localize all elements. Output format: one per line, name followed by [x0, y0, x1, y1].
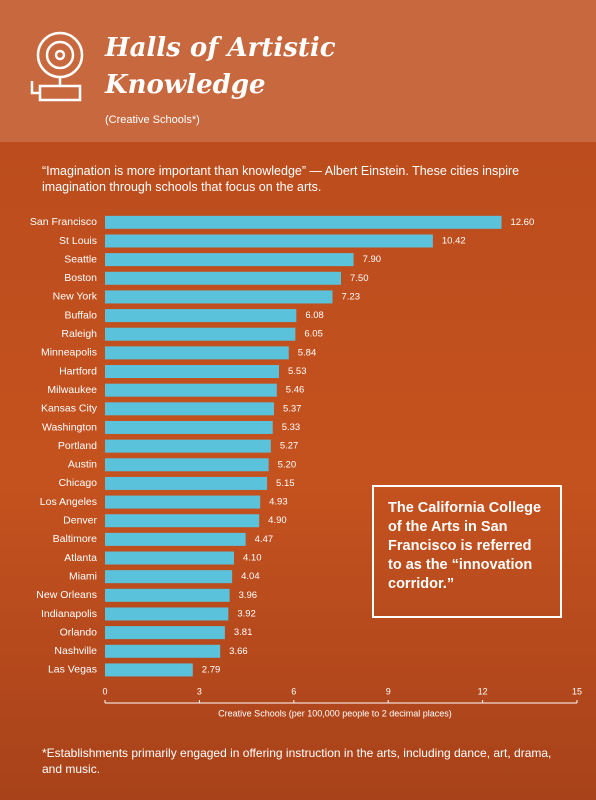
annotation: The California College of the Arts in Sa…	[372, 485, 562, 618]
value-label: 5.33	[282, 422, 301, 433]
y-tick-label: Raleigh	[61, 328, 97, 340]
y-tick-label: Washington	[42, 421, 97, 433]
value-label: 5.27	[280, 441, 299, 452]
y-tick-label: Atlanta	[64, 552, 97, 564]
bar	[105, 290, 333, 304]
value-label: 5.15	[276, 478, 295, 489]
value-label: 5.37	[283, 403, 302, 414]
value-label: 5.46	[286, 385, 305, 396]
y-tick-label: New Orleans	[36, 589, 97, 601]
value-label: 4.10	[243, 553, 262, 564]
y-tick-label: Seattle	[64, 253, 97, 265]
bar	[105, 570, 233, 584]
x-axis-label: Creative Schools (per 100,000 people to …	[218, 708, 452, 718]
bar	[105, 402, 274, 416]
bar	[105, 327, 296, 341]
value-label: 3.66	[229, 646, 248, 657]
y-tick-label: Buffalo	[65, 309, 98, 321]
value-label: 7.23	[342, 291, 361, 302]
bar	[105, 607, 229, 621]
bar	[105, 234, 433, 248]
bar	[105, 626, 225, 640]
bar	[105, 253, 354, 267]
y-tick-label: Kansas City	[41, 403, 98, 415]
value-label: 6.08	[305, 310, 324, 321]
bar	[105, 476, 268, 490]
x-tick-label: 9	[386, 686, 391, 696]
bar	[105, 439, 271, 453]
y-tick-label: Nashville	[54, 645, 97, 657]
value-label: 3.81	[234, 627, 253, 638]
bar	[105, 551, 235, 565]
bar	[105, 365, 280, 379]
bar	[105, 346, 289, 360]
y-tick-label: Hartford	[59, 365, 97, 377]
bar	[105, 495, 261, 509]
y-tick-label: Minneapolis	[41, 347, 97, 359]
description: “Imagination is more important than know…	[42, 164, 520, 194]
y-tick-label: San Francisco	[30, 216, 97, 228]
y-tick-label: Austin	[68, 459, 97, 471]
bar	[105, 532, 246, 546]
y-tick-label: Boston	[64, 272, 97, 284]
value-label: 7.90	[363, 254, 382, 265]
subtitle: (Creative Schools*)	[105, 114, 200, 126]
y-tick-label: New York	[53, 291, 98, 303]
x-tick-label: 12	[478, 686, 488, 696]
chart-title: Halls of Artistic Knowledge	[105, 33, 336, 100]
x-tick-label: 15	[572, 686, 582, 696]
x-tick-label: 6	[291, 686, 296, 696]
y-tick-label: Orlando	[60, 626, 98, 638]
bar	[105, 383, 277, 397]
value-label: 12.60	[510, 217, 534, 228]
value-label: 4.47	[255, 534, 274, 545]
bar	[105, 644, 221, 658]
value-label: 5.20	[278, 459, 297, 470]
value-label: 10.42	[442, 235, 466, 246]
bar	[105, 420, 273, 434]
bar	[105, 309, 297, 323]
x-tick-label: 0	[102, 686, 107, 696]
bar	[105, 663, 193, 677]
value-label: 4.04	[241, 571, 260, 582]
bar	[105, 215, 502, 229]
value-label: 5.53	[288, 366, 307, 377]
value-label: 2.79	[202, 664, 221, 675]
bar	[105, 271, 341, 285]
value-label: 4.90	[268, 515, 287, 526]
value-label: 3.92	[237, 608, 256, 619]
value-label: 4.93	[269, 497, 288, 508]
y-tick-label: St Louis	[59, 235, 97, 247]
bar	[105, 514, 260, 528]
bar	[105, 588, 230, 602]
icon	[30, 31, 84, 102]
y-tick-label: Chicago	[58, 477, 97, 489]
y-tick-label: Milwaukee	[47, 384, 97, 396]
y-tick-label: Indianapolis	[41, 608, 97, 620]
footnote: *Establishments primarily engaged in off…	[42, 746, 552, 776]
y-tick-label: Los Angeles	[40, 496, 97, 508]
y-tick-label: Baltimore	[53, 533, 98, 545]
value-label: 6.05	[304, 329, 323, 340]
y-tick-label: Portland	[58, 440, 97, 452]
y-tick-label: Denver	[63, 515, 97, 527]
bar	[105, 458, 269, 472]
y-tick-label: Miami	[69, 570, 97, 582]
value-label: 5.84	[298, 347, 317, 358]
value-label: 7.50	[350, 273, 369, 284]
value-label: 3.96	[239, 590, 258, 601]
y-tick-label: Las Vegas	[48, 664, 97, 676]
x-tick-label: 3	[197, 686, 202, 696]
